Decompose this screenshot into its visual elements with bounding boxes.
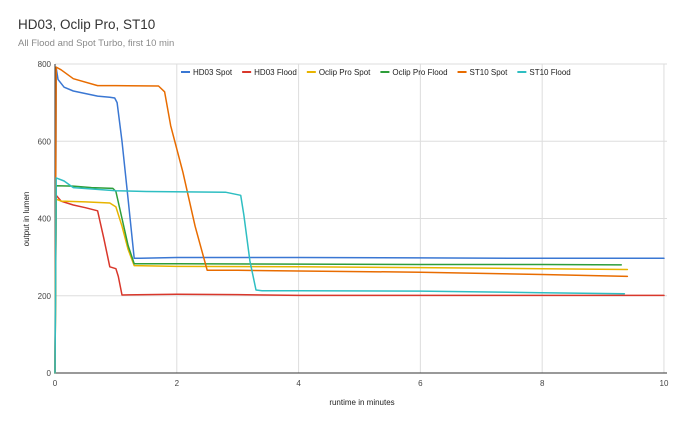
y-tick-label: 200 — [38, 292, 52, 301]
chart-title: HD03, Oclip Pro, ST10 — [18, 17, 156, 32]
series-line-hd03-flood — [54, 194, 665, 374]
legend-item[interactable]: ST10 Flood — [517, 68, 571, 77]
x-tick-label: 6 — [418, 379, 423, 388]
chart-subtitle: All Flood and Spot Turbo, first 10 min — [18, 38, 175, 49]
legend-label: Oclip Pro Flood — [392, 68, 447, 77]
series-line-st10-spot — [54, 66, 629, 374]
grid-lines — [54, 63, 667, 374]
series-line-hd03-spot — [54, 67, 665, 374]
y-tick-label: 600 — [38, 137, 52, 146]
x-tick-label: 2 — [175, 379, 180, 388]
y-tick-label: 800 — [38, 60, 52, 69]
series-line-st10-flood — [54, 177, 626, 374]
y-tick-label: 0 — [47, 369, 52, 378]
x-tick-label: 8 — [540, 379, 545, 388]
series-lines — [54, 66, 665, 374]
y-axis-label: output in lumen — [22, 192, 31, 247]
legend-label: HD03 Spot — [193, 68, 233, 77]
x-tick-label: 4 — [296, 379, 301, 388]
legend: HD03 Spot HD03 Flood Oclip Pro Spot Oclip P… — [181, 68, 571, 77]
legend-label: ST10 Spot — [470, 68, 509, 77]
legend-label: ST10 Flood — [529, 68, 570, 77]
y-tick-label: 400 — [38, 215, 52, 224]
legend-item[interactable]: HD03 Flood — [242, 68, 297, 77]
legend-item[interactable]: ST10 Spot — [457, 68, 509, 77]
axes: 0 200 400 600 800 0 2 4 6 8 10 — [38, 60, 669, 388]
legend-label: Oclip Pro Spot — [319, 68, 371, 77]
legend-item[interactable]: HD03 Spot — [181, 68, 233, 77]
x-axis-label: runtime in minutes — [329, 398, 394, 407]
series-line-oclip-pro-flood — [54, 184, 623, 374]
series-line-oclip-pro-spot — [54, 198, 629, 374]
legend-item[interactable]: Oclip Pro Flood — [380, 68, 448, 77]
legend-label: HD03 Flood — [254, 68, 297, 77]
x-tick-label: 0 — [53, 379, 58, 388]
legend-item[interactable]: Oclip Pro Spot — [306, 68, 371, 77]
x-tick-label: 10 — [660, 379, 669, 388]
